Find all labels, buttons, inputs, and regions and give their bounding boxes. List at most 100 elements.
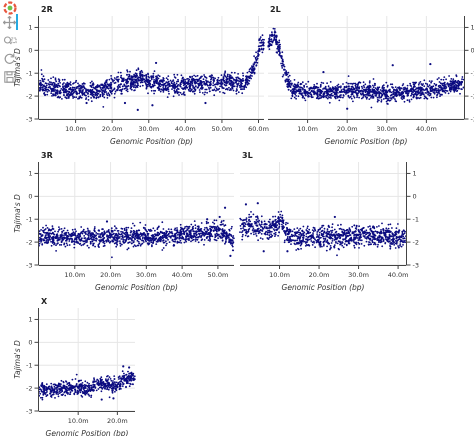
x-tick-label: 20.0m [102,125,123,133]
data-point [362,231,365,233]
data-point [52,89,55,92]
data-point [99,241,101,243]
data-point [226,73,229,76]
data-point [47,88,49,91]
data-point [141,239,144,242]
data-point [139,74,142,77]
data-point [57,239,60,242]
data-point [130,238,133,241]
data-point [63,227,66,230]
data-point [281,62,284,65]
data-point [423,79,426,82]
data-point [390,97,393,99]
data-point [194,232,197,235]
data-point [296,89,299,92]
data-point [88,90,91,92]
data-point [295,91,297,94]
data-point [328,242,331,245]
pan-tool-icon[interactable] [2,15,17,30]
data-point [103,231,106,234]
data-point [82,243,85,246]
data-point [190,223,193,226]
data-point [248,213,251,216]
data-point [295,243,298,245]
data-point [70,90,73,93]
data-point-outlier [123,101,127,105]
data-point [281,223,283,226]
data-point [376,226,378,228]
data-point [347,75,350,77]
data-point [295,95,297,97]
data-point [145,86,148,89]
data-point [438,81,441,83]
data-point [319,240,322,243]
data-point [81,83,84,85]
data-point [368,241,370,243]
data-point [113,242,116,245]
data-point [378,94,381,96]
data-point [209,86,212,89]
data-point [293,79,296,81]
data-point [102,89,104,92]
data-point [203,74,206,76]
data-point [243,224,245,227]
save-tool-icon[interactable] [2,69,17,84]
data-point [252,68,254,70]
data-point [326,82,328,85]
data-point [231,225,233,228]
data-point [126,85,129,88]
data-point [163,79,165,82]
data-point [203,228,206,231]
data-point [353,87,356,90]
data-point [216,83,219,86]
data-point [300,92,303,95]
data-point [164,236,166,239]
data-point [80,88,82,90]
data-point [168,241,171,244]
data-point [259,237,262,240]
data-point [250,71,253,74]
data-point [358,96,360,99]
data-point [386,99,389,102]
data-point [189,236,192,239]
data-point [381,86,384,88]
data-point [141,84,144,87]
data-point [67,231,70,234]
bokeh-logo-icon[interactable] [2,0,17,15]
data-point [370,243,372,246]
data-point [251,75,253,77]
box-zoom-tool-icon[interactable] [2,33,17,48]
data-point [127,247,130,250]
data-point [228,89,231,91]
data-point [117,71,120,74]
data-point [363,86,366,88]
data-point [302,236,304,239]
data-point [75,87,78,90]
data-point [53,243,55,246]
data-point [72,234,75,236]
data-point [420,92,422,95]
data-point [44,94,46,97]
data-point [217,237,220,240]
data-point [444,92,447,94]
data-point [137,68,140,71]
data-point [342,238,345,241]
data-point [116,237,118,240]
data-point [268,234,271,237]
data-point [286,233,289,236]
data-point [201,238,204,241]
data-point [109,91,112,94]
data-point [343,243,346,245]
data-point [193,220,196,223]
data-point [432,96,435,99]
reset-tool-icon[interactable] [2,51,17,66]
data-point [48,237,51,239]
data-point [373,82,376,85]
data-point [238,77,241,80]
data-point [146,236,149,239]
data-point [211,74,214,77]
data-point [453,90,456,93]
data-point [150,89,153,92]
data-point [164,84,167,87]
